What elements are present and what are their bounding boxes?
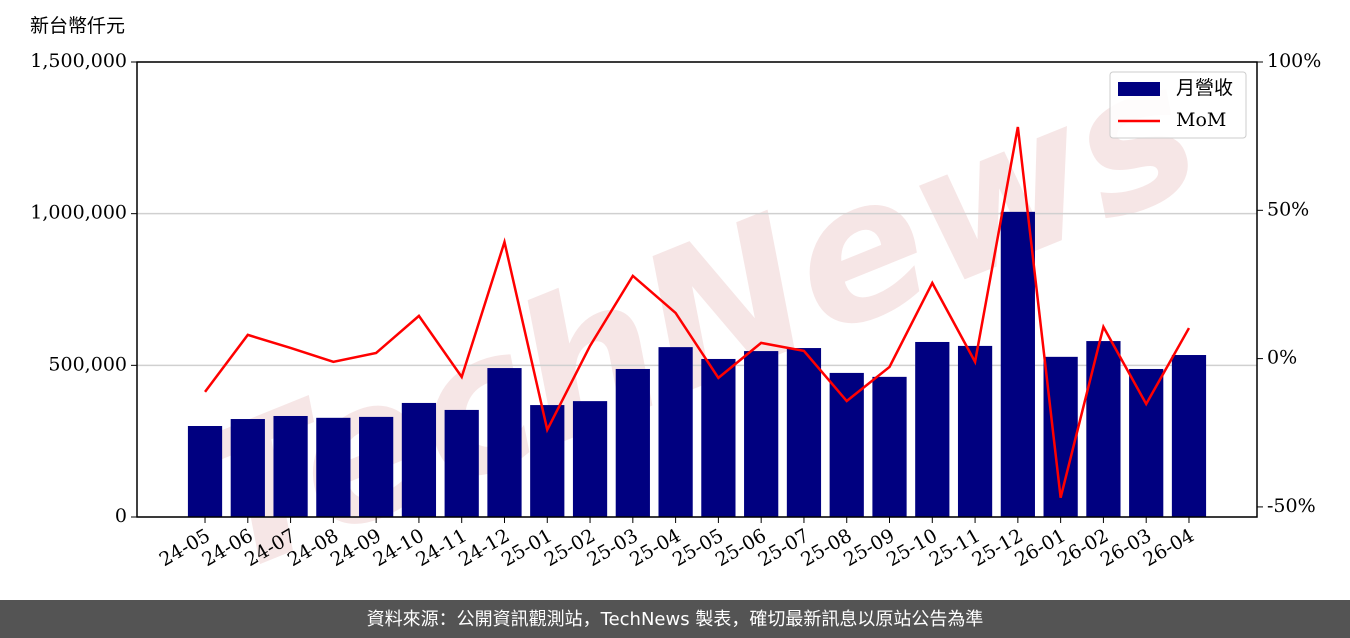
bar <box>487 368 522 517</box>
bar <box>1000 211 1035 517</box>
y-axis-label: 新台幣仟元 <box>30 15 125 37</box>
bar <box>1086 341 1121 517</box>
bar <box>273 415 308 517</box>
bar <box>786 348 822 517</box>
bar <box>957 345 993 517</box>
bar <box>316 417 351 517</box>
bar <box>572 401 608 517</box>
bar <box>744 351 779 517</box>
legend-swatch <box>1118 82 1160 96</box>
bar <box>1129 368 1164 517</box>
y-tick-label: 500,000 <box>48 353 127 375</box>
bar <box>658 347 693 517</box>
y-tick-label: 1,500,000 <box>30 50 127 72</box>
y-tick-label: 0 <box>115 505 127 527</box>
bar <box>187 426 223 517</box>
bar <box>615 368 650 517</box>
y-tick-label: 1,000,000 <box>30 202 127 224</box>
footer-bar <box>0 600 1350 638</box>
bar <box>230 419 265 517</box>
bar <box>872 376 907 517</box>
legend-label: MoM <box>1176 109 1226 131</box>
y2-tick-label: 50% <box>1267 198 1309 220</box>
y2-tick-label: 100% <box>1267 50 1321 72</box>
footer-text: 資料來源：公開資訊觀測站，TechNews 製表，確切最新訊息以原站公告為準 <box>367 609 984 630</box>
bar <box>359 416 394 517</box>
watermark: TechNews <box>163 17 1227 618</box>
legend-label: 月營收 <box>1176 77 1233 99</box>
mom-line <box>204 126 1191 499</box>
bar <box>701 358 736 517</box>
y2-tick-label: -50% <box>1267 495 1316 517</box>
bar <box>829 372 864 517</box>
y2-tick-label: 0% <box>1267 347 1297 369</box>
bar <box>444 409 479 517</box>
x-tick-label: 26-04 <box>1140 525 1198 571</box>
plot-frame <box>136 61 1258 518</box>
bar <box>530 405 565 517</box>
bar <box>401 402 437 517</box>
bar <box>915 341 950 517</box>
bar <box>1171 355 1207 517</box>
